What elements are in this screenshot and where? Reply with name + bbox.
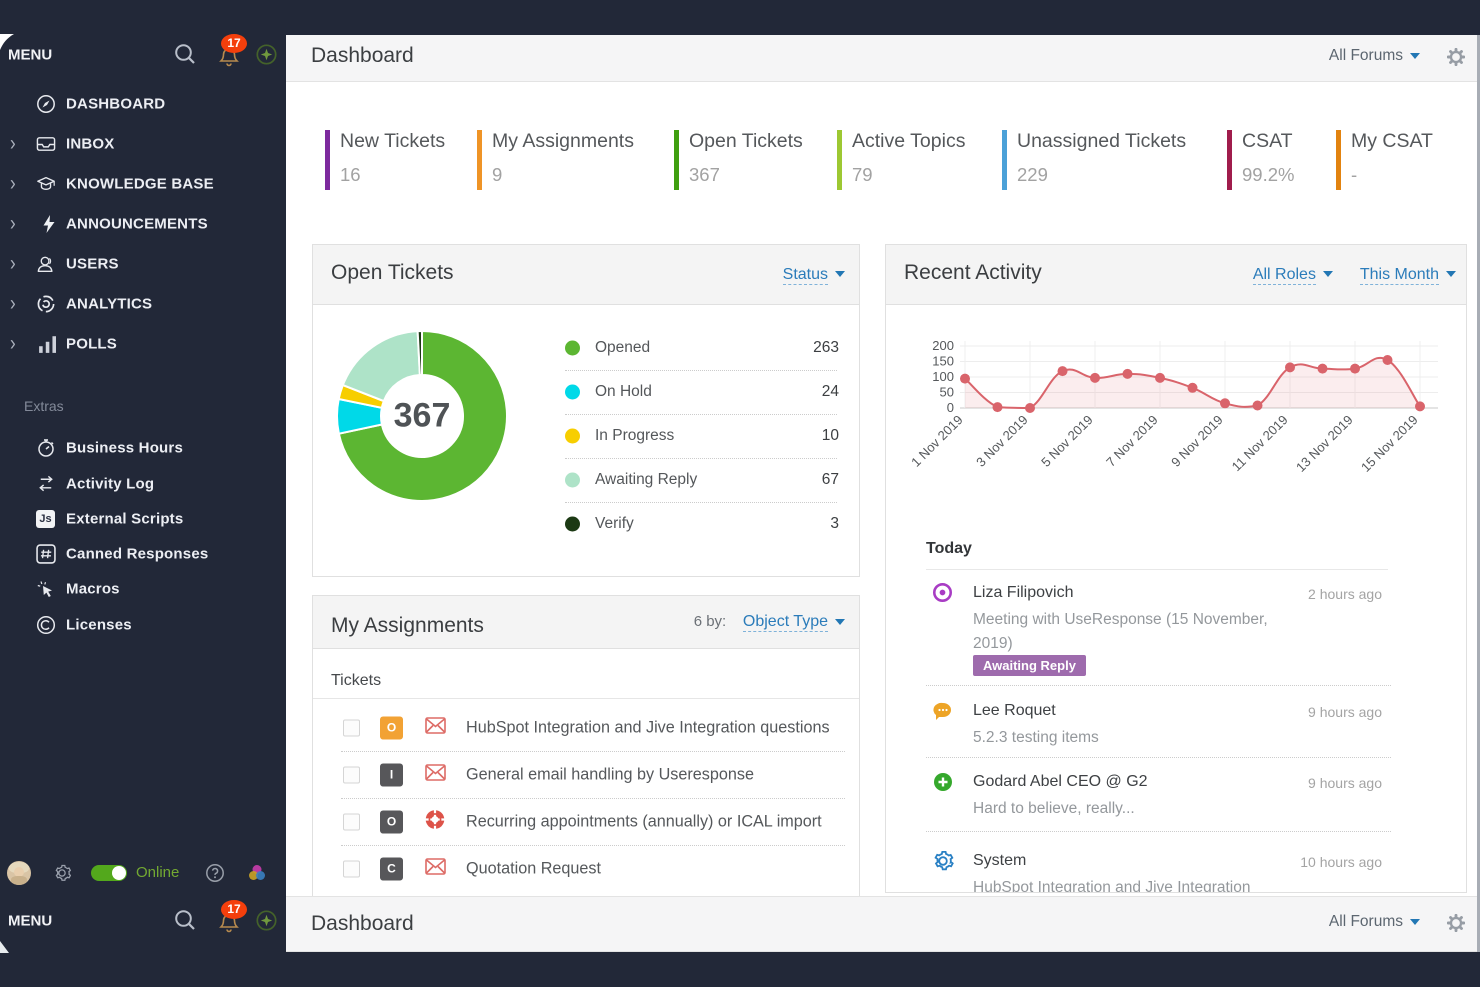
svg-text:200: 200 — [932, 338, 954, 353]
svg-text:0: 0 — [947, 400, 954, 415]
svg-text:9 Nov 2019: 9 Nov 2019 — [1168, 412, 1226, 470]
svg-text:11 Nov 2019: 11 Nov 2019 — [1229, 412, 1291, 474]
svg-text:13 Nov 2019: 13 Nov 2019 — [1293, 412, 1356, 475]
svg-text:5 Nov 2019: 5 Nov 2019 — [1038, 412, 1096, 470]
svg-text:3 Nov 2019: 3 Nov 2019 — [973, 412, 1031, 470]
svg-text:100: 100 — [932, 369, 954, 384]
svg-text:7 Nov 2019: 7 Nov 2019 — [1103, 412, 1161, 470]
svg-text:50: 50 — [940, 385, 954, 400]
svg-text:1 Nov 2019: 1 Nov 2019 — [908, 412, 966, 470]
svg-text:15 Nov 2019: 15 Nov 2019 — [1358, 412, 1421, 475]
svg-text:150: 150 — [932, 354, 954, 369]
